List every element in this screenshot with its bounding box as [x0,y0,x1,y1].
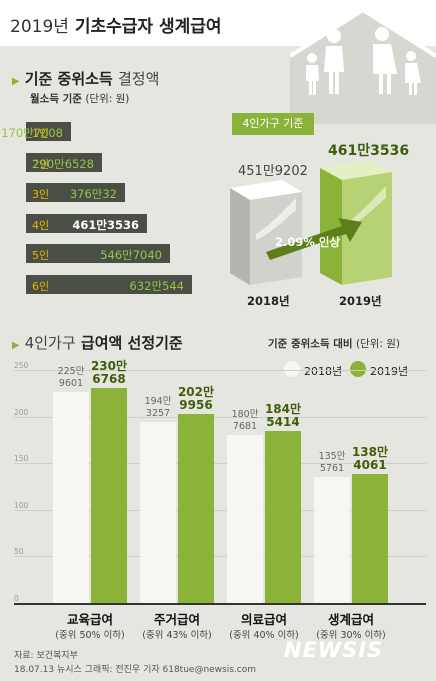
category-label: 교육급여 [66,612,113,627]
section1-unit: 월소득 기준 (단위: 원) [30,93,130,105]
household-value-label: 170만7008 [1,126,63,140]
y-tick-label: 150 [14,454,29,463]
household-value-label: 290만6528 [32,157,94,171]
category-note: (중위 30% 이하) [316,630,386,641]
value-label-2018: 194만 3257 [144,396,172,419]
bar-2018 [53,392,89,603]
value-label-2018: 180만 7681 [231,409,259,432]
category-note: (중위 50% 이하) [55,630,125,641]
household-bar [26,122,71,141]
y-tick-label: 200 [14,408,29,417]
y-tick-label: 100 [14,501,29,510]
grid-line [14,463,426,464]
category-label: 생계급여 [327,612,374,627]
y-tick-label: 250 [14,361,29,370]
household-bar [26,214,147,233]
family-house-illustration [290,7,436,124]
household-value-label: 632만544 [129,279,184,293]
category-label: 주거급여 [153,612,200,627]
value-label-2019: 230만 6768 [90,359,128,386]
y-tick-label: 50 [14,547,24,556]
bar-2018 [227,435,263,603]
page-title: 2019년 기초수급자 생계급여 [10,17,222,37]
grid-line [14,370,426,371]
household-size-label: 4인 [32,219,50,232]
bar-2019 [178,414,214,603]
household-bar [26,153,102,172]
source-line: 자료: 보건복지부 [14,651,78,661]
household-value-label: 376만32 [69,187,117,201]
value-label-2018: 135만 5761 [318,451,346,474]
bar-2019 [91,388,127,603]
household-value-label: 546만7040 [100,248,162,262]
comparison-callout: 4인가구 기준 [232,113,314,135]
household-size-label: 3인 [32,188,50,201]
legend-label-2018: 2018년 [304,365,343,378]
household-bar [26,244,170,263]
section2-title: ▶ 4인가구 급여액 선정기준 [12,334,183,352]
value-label-2019: 138만 4061 [351,445,389,472]
bar-2018 [140,422,176,603]
value-label-2018: 225만 9601 [57,366,85,389]
category-label: 의료급여 [240,612,287,627]
household-size-label: 1인 [32,127,50,140]
household-size-label: 2인 [32,158,50,171]
section1-title: ▶ 기준 중위소득 결정액 [12,70,160,88]
credit-line: 18.07.13 뉴시스 그래픽: 전진우 기자 618tue@newsis.c… [14,665,257,675]
year-label-2019: 2019년 [339,294,382,308]
comparison-value-2019: 461만3536 [328,143,410,159]
comparison-boxes [230,160,392,285]
bar-2018 [314,477,350,603]
household-size-label: 5인 [32,249,50,262]
household-value-label: 461만3536 [72,218,139,232]
household-bar [26,183,125,202]
legend-label-2019: 2019년 [370,365,409,378]
legend-swatch-2018 [284,361,300,377]
year-label-2018: 2018년 [247,294,290,308]
bar-2019 [352,474,388,603]
legend-swatch-2019 [350,361,366,377]
section2-note: 기준 중위소득 대비 (단위: 원) [268,338,400,350]
value-label-2019: 184만 5414 [264,402,302,429]
household-bar [26,275,192,294]
chart-baseline [14,603,426,605]
grid-line [14,510,426,511]
watermark: NEWSIS [284,638,384,662]
bar-2019 [265,431,301,603]
grid-line [14,556,426,557]
increase-label: 2.09% 인상 [275,235,341,249]
category-note: (중위 43% 이하) [142,630,212,641]
value-label-2019: 202만 9956 [177,385,215,412]
category-note: (중위 40% 이하) [229,630,299,641]
grid-line [14,417,426,418]
household-size-label: 6인 [32,280,50,293]
comparison-value-2018: 451만9202 [238,164,308,179]
y-tick-label: 0 [14,594,19,603]
